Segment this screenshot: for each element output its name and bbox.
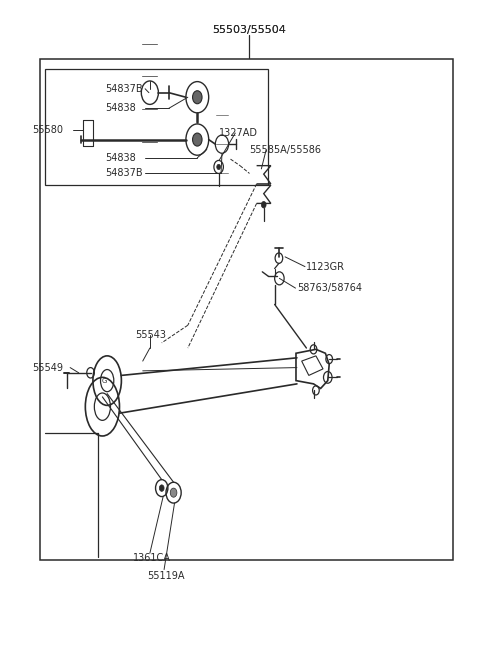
Text: 58763/58764: 58763/58764 (297, 283, 362, 293)
Circle shape (217, 164, 220, 170)
Text: 55543: 55543 (136, 330, 167, 340)
Circle shape (159, 485, 164, 491)
Circle shape (261, 202, 266, 208)
Text: G: G (102, 378, 107, 384)
Bar (46, 69, 268, 185)
Circle shape (192, 91, 202, 104)
Circle shape (192, 133, 202, 146)
Text: 54838: 54838 (105, 153, 135, 163)
Circle shape (170, 488, 177, 497)
Text: 55503/55504: 55503/55504 (213, 25, 287, 35)
Text: 54837B: 54837B (105, 168, 143, 179)
Text: 55580: 55580 (32, 125, 63, 135)
Text: 1123GR: 1123GR (306, 261, 346, 271)
Text: 54838: 54838 (105, 103, 135, 113)
Text: 55585A/55586: 55585A/55586 (250, 145, 322, 155)
Bar (40, 59, 453, 560)
Text: 1327AD: 1327AD (219, 128, 258, 138)
Text: 54837B: 54837B (105, 84, 143, 94)
Text: 55503/55504: 55503/55504 (213, 25, 287, 35)
Text: 55549: 55549 (32, 363, 63, 373)
Text: 1361CA: 1361CA (133, 553, 171, 563)
Text: 55119A: 55119A (147, 571, 185, 581)
